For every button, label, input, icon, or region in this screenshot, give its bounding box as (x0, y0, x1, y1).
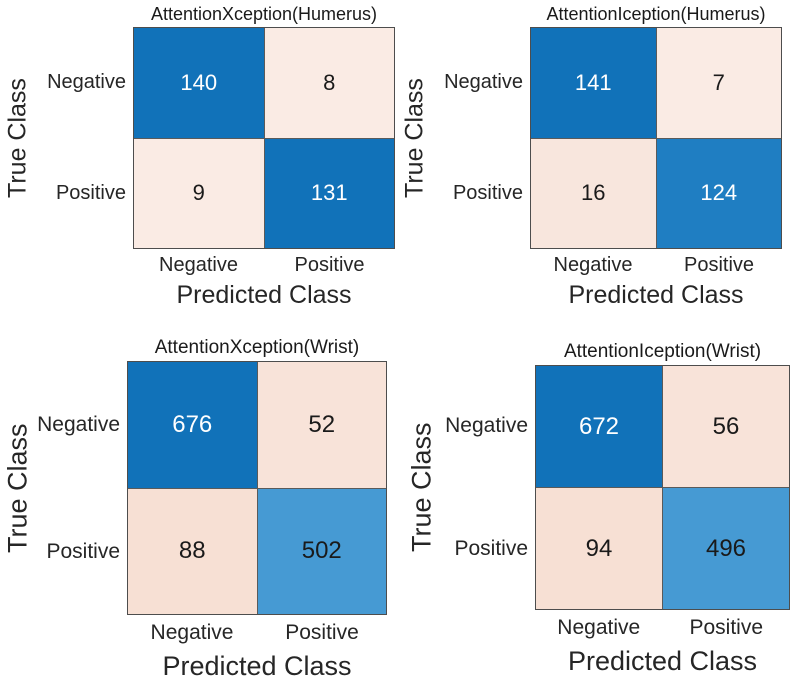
cell-false-negative: 94 (536, 488, 662, 609)
x-tick-labels: Negative Positive (133, 249, 395, 281)
y-tick-positive: Positive (454, 536, 528, 560)
cell-true-positive: 131 (264, 138, 394, 248)
confusion-matrix-grid: 140 8 9 131 (133, 27, 395, 249)
confusion-matrix-grid: 141 7 16 124 (530, 27, 782, 249)
cell-true-positive: 124 (656, 138, 781, 248)
cell-true-negative: 672 (536, 366, 662, 487)
panel-attentionxception-humerus: AttentionXception(Humerus) True Class Ne… (0, 0, 398, 309)
cell-true-positive: 502 (257, 488, 386, 614)
cell-false-positive: 7 (656, 28, 781, 138)
confusion-matrix-grid: 672 56 94 496 (535, 365, 790, 610)
x-tick-positive: Positive (285, 621, 359, 644)
x-tick-positive: Positive (294, 253, 365, 276)
chart-title: AttentionXception(Humerus) (150, 4, 378, 24)
cell-true-negative: 140 (134, 28, 264, 138)
x-tick-labels: Negative Positive (530, 249, 782, 281)
cell-false-positive: 8 (264, 28, 394, 138)
x-tick-labels: Negative Positive (535, 610, 790, 646)
y-tick-positive: Positive (46, 539, 120, 563)
y-tick-labels: Negative Positive (437, 365, 535, 610)
x-tick-positive: Positive (683, 253, 755, 276)
y-tick-labels: Negative Positive (430, 27, 530, 249)
x-tick-negative: Negative (150, 621, 234, 644)
y-tick-positive: Positive (452, 182, 523, 204)
y-tick-positive: Positive (55, 182, 126, 204)
x-tick-negative: Negative (557, 616, 641, 639)
cell-false-positive: 56 (663, 366, 789, 487)
x-axis-label: Predicted Class (567, 646, 758, 676)
chart-title: AttentionXception(Wrist) (154, 337, 360, 358)
x-axis-label: Predicted Class (176, 281, 352, 309)
x-tick-labels: Negative Positive (127, 615, 387, 651)
cell-false-negative: 16 (531, 138, 656, 248)
cell-true-negative: 676 (128, 362, 257, 488)
x-tick-negative: Negative (159, 253, 238, 276)
cell-true-negative: 141 (531, 28, 656, 138)
panel-attentioniception-wrist: AttentionIception(Wrist) True Class Nega… (398, 305, 797, 697)
y-tick-labels: Negative Positive (33, 27, 133, 249)
y-tick-negative: Negative (47, 71, 126, 93)
y-axis-label: True Class (400, 78, 429, 198)
y-tick-labels: Negative Positive (33, 361, 127, 615)
y-axis-label: True Class (3, 78, 32, 198)
x-axis-label: Predicted Class (568, 281, 744, 309)
chart-title: AttentionIception(Humerus) (546, 4, 766, 24)
y-tick-negative: Negative (445, 414, 528, 438)
y-axis-label: True Class (406, 422, 437, 553)
chart-title: AttentionIception(Wrist) (563, 341, 762, 362)
x-tick-positive: Positive (689, 616, 764, 639)
cell-false-positive: 52 (257, 362, 386, 488)
y-tick-negative: Negative (37, 412, 120, 436)
confusion-matrix-grid: 676 52 88 502 (127, 361, 387, 615)
cell-false-negative: 9 (134, 138, 264, 248)
y-axis-label: True Class (2, 423, 33, 553)
cell-true-positive: 496 (663, 488, 789, 609)
panel-attentionxception-wrist: AttentionXception(Wrist) True Class Nega… (0, 305, 398, 697)
x-axis-label: Predicted Class (162, 651, 352, 681)
panel-attentioniception-humerus: AttentionIception(Humerus) True Class Ne… (398, 0, 797, 309)
x-tick-negative: Negative (553, 253, 633, 276)
cell-false-negative: 88 (128, 488, 257, 614)
y-tick-negative: Negative (444, 71, 523, 93)
